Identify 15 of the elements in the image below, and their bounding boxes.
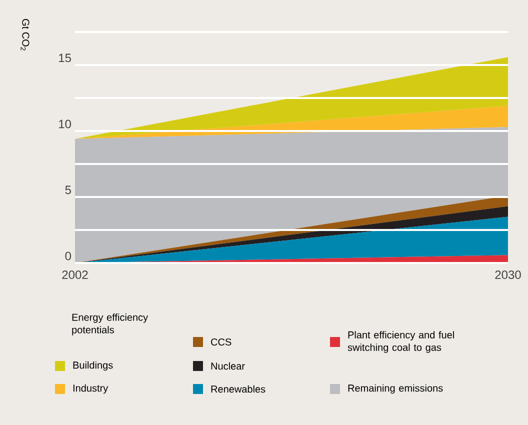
y-tick-label: 15 <box>59 54 71 62</box>
legend-label: Plant efficiency and fuel switching coal to gas <box>348 331 454 353</box>
y-tick-label: 5 <box>65 186 71 194</box>
x-tick-label: 2030 <box>495 270 521 280</box>
y-axis-title: Gt CO$_{2}$ <box>20 19 30 50</box>
legend-label: Remaining emissions <box>348 384 443 394</box>
legend-label: Renewables <box>211 385 266 393</box>
x-tick-label: 2002 <box>62 270 88 280</box>
legend-label: Industry <box>73 384 108 394</box>
legend-label: Buildings <box>73 361 113 371</box>
y-tick-label: 0 <box>65 252 72 260</box>
legend-title: Energy efficiency potentials <box>72 314 148 336</box>
y-tick-label: 10 <box>59 120 72 128</box>
legend-label: Nuclear <box>211 362 245 370</box>
legend-label: CCS <box>211 338 232 346</box>
